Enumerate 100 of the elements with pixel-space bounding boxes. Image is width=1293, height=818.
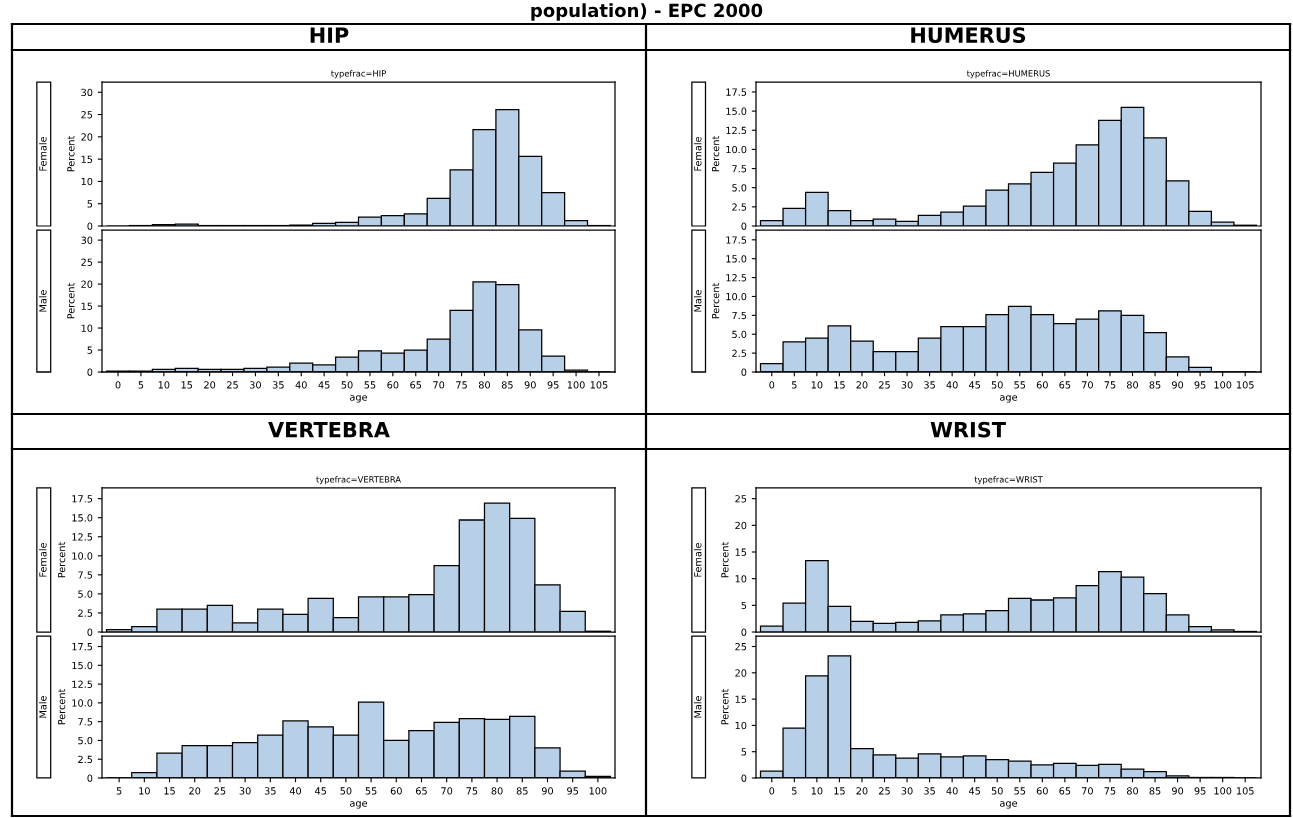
y-tick-label: 7.5 xyxy=(732,165,747,173)
y-tick-label: 10 xyxy=(735,721,747,730)
x-tick-label: 100 xyxy=(1214,381,1232,389)
x-tick-label: 50 xyxy=(991,787,1003,795)
x-tick-label: 10 xyxy=(811,787,823,795)
y-tick-label: 10.0 xyxy=(72,699,93,707)
text: Male xyxy=(39,696,47,718)
y-tick-label: 7.5 xyxy=(732,311,747,320)
y-tick-label: 2.5 xyxy=(732,349,747,357)
y-tick-label: 10 xyxy=(735,575,747,583)
x-tick-label: 30 xyxy=(250,381,261,389)
text: Female xyxy=(39,136,47,171)
x-tick-label: 0 xyxy=(115,381,121,389)
x-tick-label: 25 xyxy=(879,381,890,389)
y-tick-label: 5.0 xyxy=(732,330,747,339)
x-axis-title: age xyxy=(1000,801,1018,809)
x-tick-label: 50 xyxy=(991,381,1003,389)
y-tick-label: 12.5 xyxy=(72,680,93,688)
y-tick-label: 20 xyxy=(81,280,93,288)
y-axis-title: Percent xyxy=(58,688,66,725)
y-tick-label: 5 xyxy=(87,200,93,208)
x-tick-label: 40 xyxy=(289,787,302,795)
x-tick-label: 70 xyxy=(441,787,453,795)
y-tick-label: 0 xyxy=(741,222,747,230)
y-tick-label: 17.5 xyxy=(72,495,93,503)
x-tick-label: 30 xyxy=(239,787,251,795)
x-tick-label: 30 xyxy=(901,381,913,389)
y-tick-label: 12.5 xyxy=(726,126,747,135)
y-tick-label: 0 xyxy=(87,628,93,636)
x-tick-label: 60 xyxy=(1036,787,1048,795)
y-tick-label: 20 xyxy=(735,521,747,530)
x-tick-label: 80 xyxy=(491,787,503,795)
y-tick-label: 25 xyxy=(735,643,747,651)
y-tick-label: 5 xyxy=(741,601,747,610)
x-tick-label: 60 xyxy=(1036,381,1048,389)
text: Male xyxy=(39,290,47,312)
chart-subtitle: typefrac=HUMERUS xyxy=(966,70,1050,79)
y-tick-label: 5.0 xyxy=(732,184,747,192)
y-tick-label: 12.5 xyxy=(726,274,747,282)
y-tick-label: 7.5 xyxy=(78,571,93,579)
y-tick-label: 5.0 xyxy=(78,590,93,598)
y-tick-label: 0 xyxy=(741,628,747,636)
y-tick-label: 17.5 xyxy=(726,236,747,244)
x-tick-label: 90 xyxy=(1172,787,1184,795)
x-tick-label: 50 xyxy=(341,381,353,389)
x-axis-title: age xyxy=(350,395,368,403)
x-tick-label: 15 xyxy=(834,787,845,795)
chart-title: HUMERUS xyxy=(911,27,1026,44)
x-tick-label: 65 xyxy=(410,381,422,389)
x-tick-label: 90 xyxy=(1172,381,1184,389)
x-tick-label: 10 xyxy=(158,381,170,389)
y-tick-label: 12.5 xyxy=(72,533,93,541)
y-tick-label: 15.0 xyxy=(726,255,747,263)
x-tick-label: 15 xyxy=(181,381,193,389)
x-tick-label: 55 xyxy=(365,787,377,795)
y-axis-title: Percent xyxy=(712,282,720,319)
x-tick-label: 100 xyxy=(567,381,585,389)
text: population) - EPC 2000 xyxy=(531,3,763,21)
y-axis-title: Percent xyxy=(67,135,75,172)
x-tick-label: 15 xyxy=(164,787,175,795)
x-tick-label: 45 xyxy=(318,381,330,389)
y-tick-label: 15.0 xyxy=(72,514,93,522)
x-tick-label: 80 xyxy=(1126,787,1139,795)
x-tick-label: 85 xyxy=(1149,381,1161,389)
y-tick-label: 15.0 xyxy=(726,107,747,115)
x-tick-label: 25 xyxy=(879,787,890,795)
x-tick-label: 15 xyxy=(834,381,845,389)
x-tick-label: 65 xyxy=(1059,381,1071,389)
y-tick-label: 5 xyxy=(741,748,747,756)
y-tick-label: 2.5 xyxy=(732,203,747,211)
chart-subtitle: typefrac=VERTEBRA xyxy=(316,476,401,485)
y-tick-label: 15 xyxy=(81,302,93,310)
x-tick-label: 40 xyxy=(295,381,307,389)
y-tick-label: 0 xyxy=(87,774,93,782)
text: Female xyxy=(693,136,702,171)
x-tick-label: 100 xyxy=(589,787,607,795)
text: Female xyxy=(693,542,702,577)
x-tick-label: 95 xyxy=(1194,787,1206,795)
x-tick-label: 50 xyxy=(340,787,352,795)
y-axis-title: Percent xyxy=(67,282,75,319)
y-tick-label: 20 xyxy=(81,133,93,141)
x-axis-title: age xyxy=(350,801,368,809)
y-tick-label: 5 xyxy=(87,346,93,354)
y-axis-title: Percent xyxy=(58,541,66,578)
x-tick-label: 75 xyxy=(466,787,478,795)
y-tick-label: 0 xyxy=(741,774,747,782)
x-tick-label: 10 xyxy=(139,787,150,795)
y-tick-label: 0 xyxy=(87,368,93,376)
y-tick-label: 15.0 xyxy=(72,661,93,670)
chart-title: HIP xyxy=(310,27,349,43)
x-tick-label: 40 xyxy=(946,787,958,795)
y-tick-label: 10.0 xyxy=(726,145,747,154)
x-tick-label: 75 xyxy=(1104,381,1116,389)
x-tick-label: 35 xyxy=(272,381,284,389)
y-tick-label: 2.5 xyxy=(78,609,93,617)
x-tick-label: 65 xyxy=(415,787,427,795)
x-tick-label: 5 xyxy=(116,787,122,795)
x-tick-label: 35 xyxy=(264,787,276,795)
x-tick-label: 45 xyxy=(968,787,981,795)
x-tick-label: 20 xyxy=(856,381,868,389)
